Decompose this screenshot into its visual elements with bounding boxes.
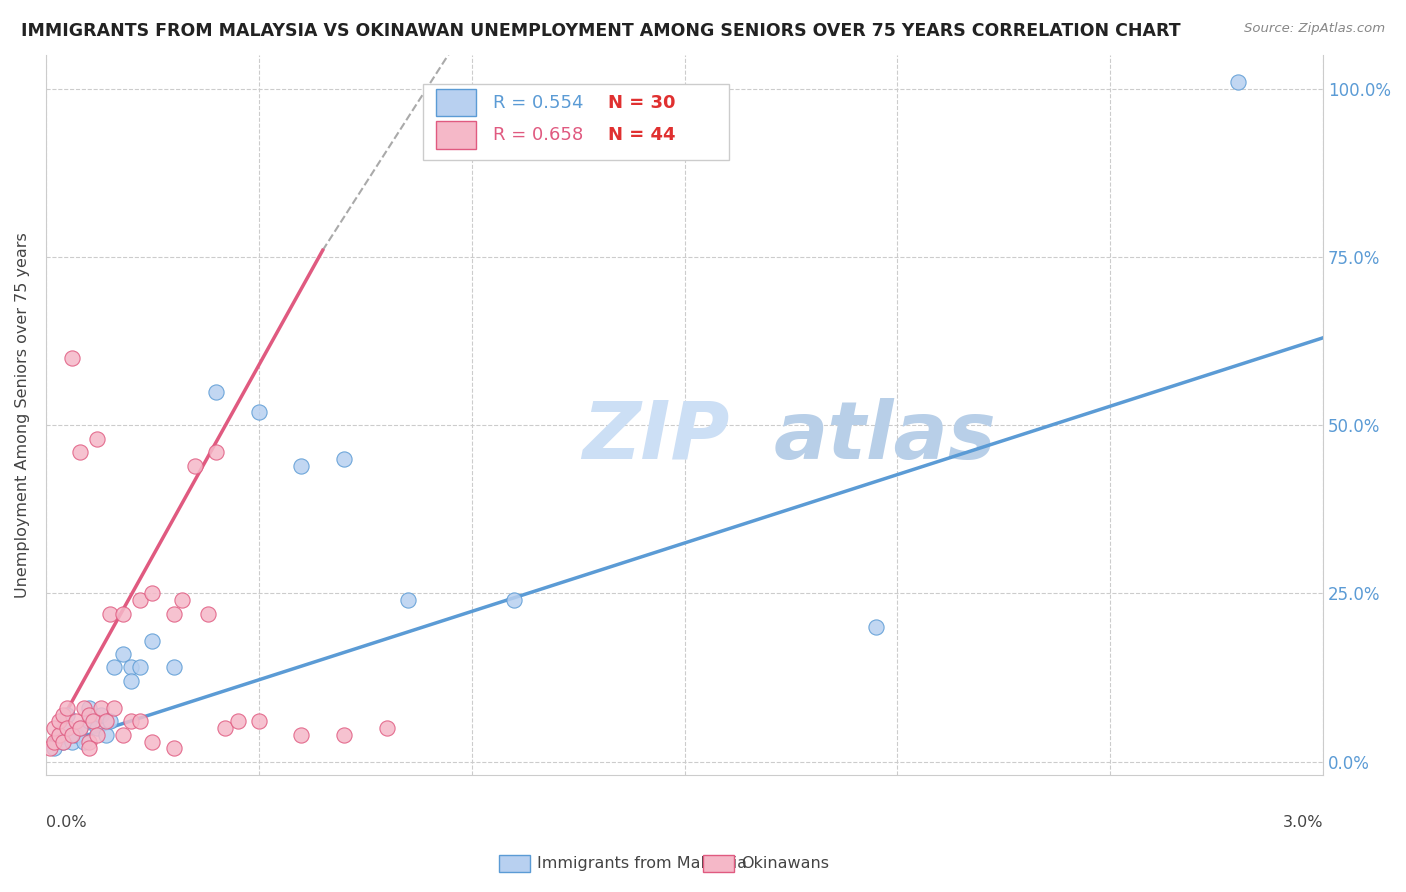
Point bbox=[205, 384, 228, 399]
Point bbox=[39, 741, 62, 756]
Point bbox=[111, 728, 134, 742]
Point bbox=[98, 607, 121, 621]
Point bbox=[73, 701, 96, 715]
Point bbox=[1227, 75, 1250, 89]
Point bbox=[86, 728, 108, 742]
Y-axis label: Unemployment Among Seniors over 75 years: Unemployment Among Seniors over 75 years bbox=[15, 232, 30, 598]
Point bbox=[333, 728, 356, 742]
Text: IMMIGRANTS FROM MALAYSIA VS OKINAWAN UNEMPLOYMENT AMONG SENIORS OVER 75 YEARS CO: IMMIGRANTS FROM MALAYSIA VS OKINAWAN UNE… bbox=[21, 22, 1181, 40]
Point bbox=[290, 458, 312, 473]
Point bbox=[103, 701, 125, 715]
Point bbox=[86, 721, 108, 735]
Point bbox=[111, 647, 134, 661]
Point bbox=[120, 714, 142, 729]
Point bbox=[69, 445, 91, 459]
Text: atlas: atlas bbox=[773, 398, 997, 475]
Text: R = 0.658: R = 0.658 bbox=[494, 126, 583, 145]
Point bbox=[69, 721, 91, 735]
Point bbox=[48, 728, 70, 742]
Point bbox=[60, 728, 83, 742]
Point bbox=[103, 660, 125, 674]
Point bbox=[44, 741, 66, 756]
Point bbox=[247, 405, 270, 419]
Point bbox=[60, 351, 83, 365]
Point bbox=[60, 734, 83, 748]
Point bbox=[48, 714, 70, 729]
Point bbox=[98, 714, 121, 729]
Point bbox=[48, 728, 70, 742]
Point bbox=[128, 593, 150, 607]
Text: Source: ZipAtlas.com: Source: ZipAtlas.com bbox=[1244, 22, 1385, 36]
Point bbox=[90, 701, 112, 715]
Point bbox=[73, 734, 96, 748]
Point bbox=[86, 432, 108, 446]
Text: Okinawans: Okinawans bbox=[741, 856, 830, 871]
Point bbox=[865, 620, 887, 634]
Point bbox=[82, 714, 104, 729]
Text: R = 0.554: R = 0.554 bbox=[494, 94, 583, 112]
Point bbox=[141, 633, 163, 648]
Point bbox=[375, 721, 398, 735]
Point bbox=[77, 741, 100, 756]
Point bbox=[214, 721, 236, 735]
Point bbox=[52, 707, 75, 722]
Point bbox=[226, 714, 249, 729]
Point bbox=[77, 701, 100, 715]
Point bbox=[56, 701, 79, 715]
Point bbox=[77, 714, 100, 729]
Point bbox=[52, 734, 75, 748]
Point bbox=[205, 445, 228, 459]
Point bbox=[44, 721, 66, 735]
Point bbox=[120, 660, 142, 674]
Point bbox=[163, 660, 186, 674]
Point bbox=[290, 728, 312, 742]
Point bbox=[52, 734, 75, 748]
Point bbox=[56, 721, 79, 735]
Text: Immigrants from Malaysia: Immigrants from Malaysia bbox=[537, 856, 747, 871]
Point bbox=[163, 741, 186, 756]
Point bbox=[111, 607, 134, 621]
Point bbox=[69, 721, 91, 735]
Point bbox=[120, 673, 142, 688]
Text: 0.0%: 0.0% bbox=[46, 814, 87, 830]
Point bbox=[163, 607, 186, 621]
FancyBboxPatch shape bbox=[423, 84, 730, 160]
Point bbox=[56, 721, 79, 735]
Point bbox=[44, 734, 66, 748]
Point bbox=[184, 458, 207, 473]
Point bbox=[128, 714, 150, 729]
Point bbox=[503, 593, 526, 607]
Point bbox=[128, 660, 150, 674]
Point bbox=[333, 451, 356, 466]
Text: ZIP: ZIP bbox=[582, 398, 730, 475]
Text: 3.0%: 3.0% bbox=[1282, 814, 1323, 830]
Point bbox=[141, 734, 163, 748]
Point bbox=[65, 728, 87, 742]
FancyBboxPatch shape bbox=[436, 121, 477, 149]
Point bbox=[247, 714, 270, 729]
Point bbox=[77, 734, 100, 748]
Point bbox=[94, 728, 117, 742]
Text: N = 44: N = 44 bbox=[607, 126, 675, 145]
Point bbox=[56, 707, 79, 722]
Point bbox=[77, 707, 100, 722]
Point bbox=[197, 607, 219, 621]
Text: N = 30: N = 30 bbox=[607, 94, 675, 112]
Point bbox=[90, 707, 112, 722]
FancyBboxPatch shape bbox=[436, 89, 477, 116]
Point bbox=[65, 714, 87, 729]
Point bbox=[396, 593, 419, 607]
Point bbox=[94, 714, 117, 729]
Point bbox=[141, 586, 163, 600]
Point bbox=[172, 593, 194, 607]
